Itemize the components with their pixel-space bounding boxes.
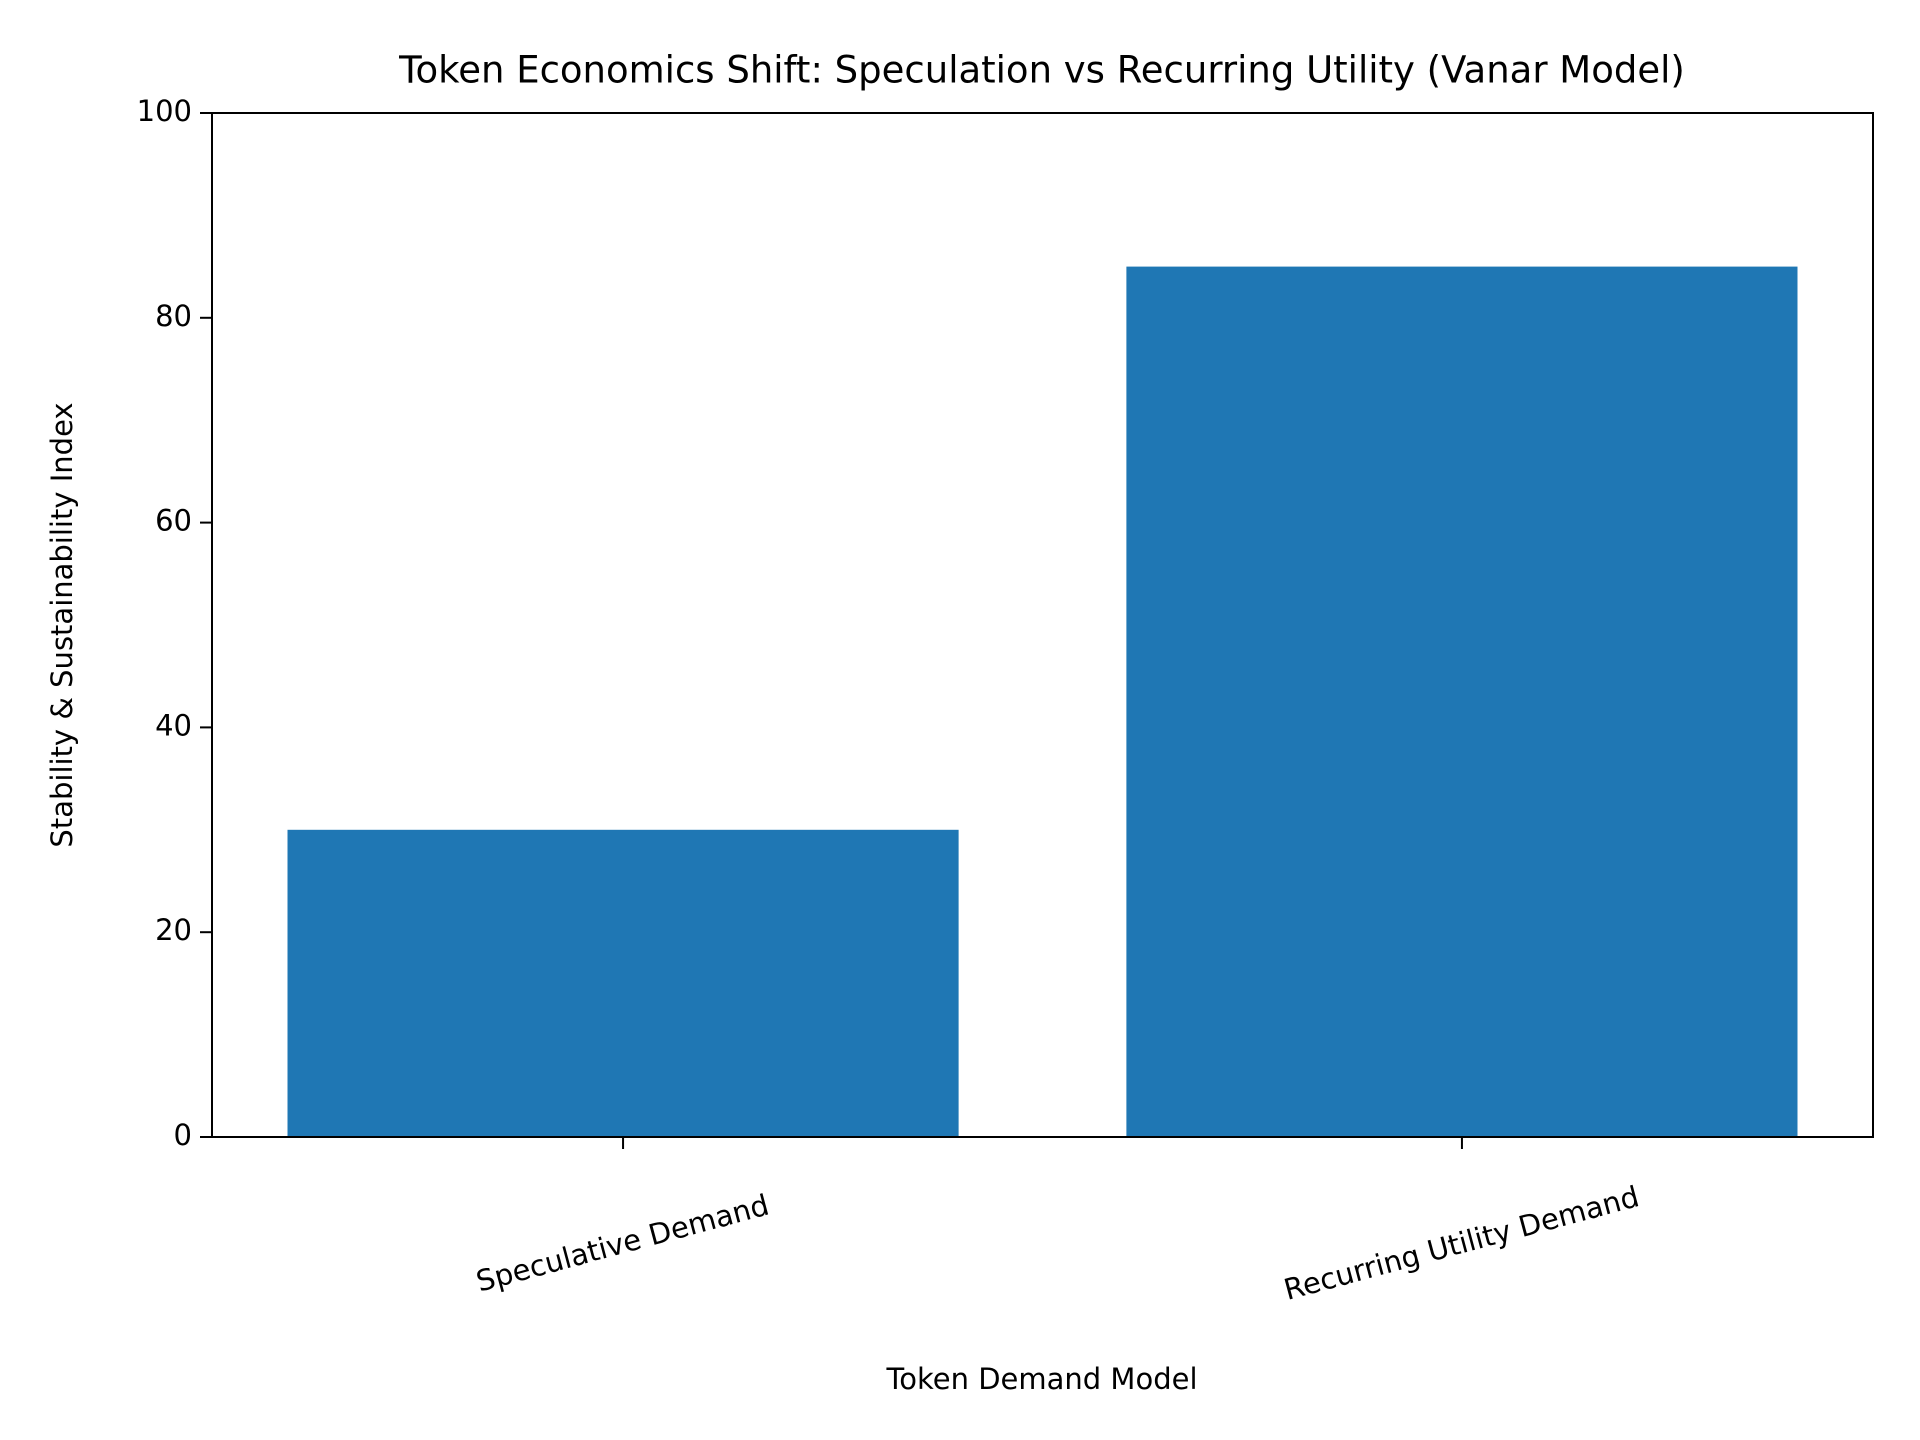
bar: [287, 829, 959, 1137]
y-tick-label: 20: [155, 913, 192, 947]
y-tick-label: 100: [137, 94, 192, 128]
y-tick-label: 0: [174, 1118, 192, 1152]
x-axis-label: Token Demand Model: [886, 1362, 1198, 1396]
y-tick-label: 80: [155, 299, 192, 333]
y-tick-label: 60: [155, 504, 192, 538]
y-tick-label: 40: [155, 708, 192, 742]
bar: [1126, 266, 1798, 1138]
y-axis-label: Stability & Sustainability Index: [45, 402, 79, 847]
plot-frame: [211, 112, 1874, 1138]
chart-title: Token Economics Shift: Speculation vs Re…: [398, 49, 1685, 92]
